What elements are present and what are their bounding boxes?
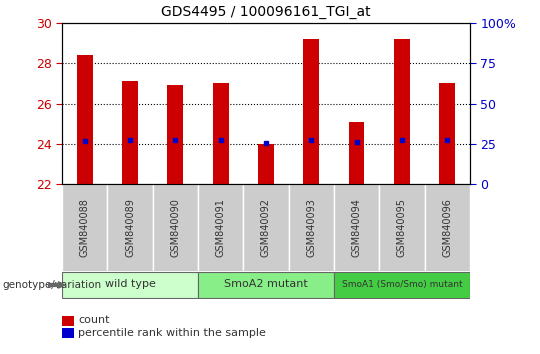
Bar: [334, 272, 470, 298]
Bar: [349, 122, 365, 184]
Text: GSM840089: GSM840089: [125, 198, 135, 257]
Text: GSM840090: GSM840090: [170, 198, 180, 257]
Bar: [288, 184, 334, 271]
Text: SmoA2 mutant: SmoA2 mutant: [224, 279, 308, 289]
Bar: [334, 184, 379, 271]
Text: count: count: [78, 315, 110, 325]
Text: GSM840092: GSM840092: [261, 198, 271, 257]
Bar: [153, 184, 198, 271]
Bar: [303, 39, 319, 184]
Bar: [258, 144, 274, 184]
Text: SmoA1 (Smo/Smo) mutant: SmoA1 (Smo/Smo) mutant: [341, 280, 462, 289]
Text: GSM840096: GSM840096: [442, 198, 452, 257]
Text: percentile rank within the sample: percentile rank within the sample: [78, 328, 266, 338]
Bar: [198, 184, 244, 271]
Bar: [198, 272, 334, 298]
Bar: [107, 184, 153, 271]
Text: GSM840094: GSM840094: [352, 198, 362, 257]
Bar: [213, 84, 228, 184]
Bar: [62, 272, 198, 298]
Text: genotype/variation: genotype/variation: [3, 280, 102, 290]
Bar: [424, 184, 470, 271]
Title: GDS4495 / 100096161_TGI_at: GDS4495 / 100096161_TGI_at: [161, 5, 371, 19]
Text: GSM840091: GSM840091: [215, 198, 226, 257]
Text: GSM840095: GSM840095: [397, 198, 407, 257]
Text: wild type: wild type: [105, 279, 156, 289]
Bar: [439, 84, 455, 184]
Bar: [394, 39, 410, 184]
Bar: [122, 81, 138, 184]
Bar: [167, 85, 183, 184]
Text: GSM840088: GSM840088: [80, 198, 90, 257]
Bar: [77, 55, 93, 184]
Text: GSM840093: GSM840093: [306, 198, 316, 257]
Bar: [62, 184, 107, 271]
Bar: [379, 184, 424, 271]
Bar: [244, 184, 288, 271]
